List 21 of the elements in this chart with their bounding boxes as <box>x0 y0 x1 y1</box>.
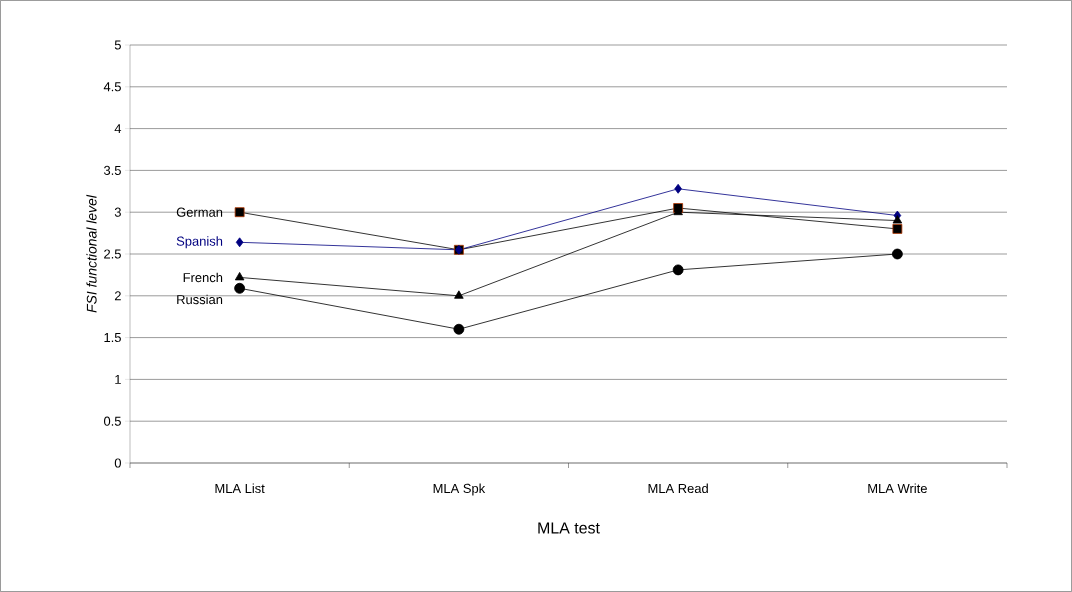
x-tick-label: MLA Spk <box>433 483 486 496</box>
y-tick-label: 4.5 <box>103 82 121 92</box>
series-label: French <box>183 272 223 283</box>
y-axis-title: FSI functional level <box>86 194 97 313</box>
x-axis-title: MLA test <box>538 522 600 534</box>
y-tick-label: 1 <box>115 374 121 384</box>
y-tick-label: 3.5 <box>103 165 121 175</box>
series-label: German <box>176 207 223 217</box>
y-tick-label: 0 <box>114 458 121 468</box>
y-tick-label: 0.5 <box>103 416 121 426</box>
x-tick-label: MLA Write <box>868 483 927 494</box>
y-tick-label: 3 <box>114 207 121 217</box>
y-tick-label: 2 <box>114 291 121 301</box>
x-tick-label: MLA Read <box>648 483 708 494</box>
y-tick-label: 1.5 <box>104 333 121 343</box>
y-tick-label: 5 <box>114 40 121 50</box>
y-tick-label: 2.5 <box>104 249 121 259</box>
x-tick-label: MLA List <box>215 483 265 494</box>
series-label: Spanish <box>176 236 223 249</box>
y-tick-label: 4 <box>114 124 122 134</box>
series-label: Russian <box>177 294 223 305</box>
